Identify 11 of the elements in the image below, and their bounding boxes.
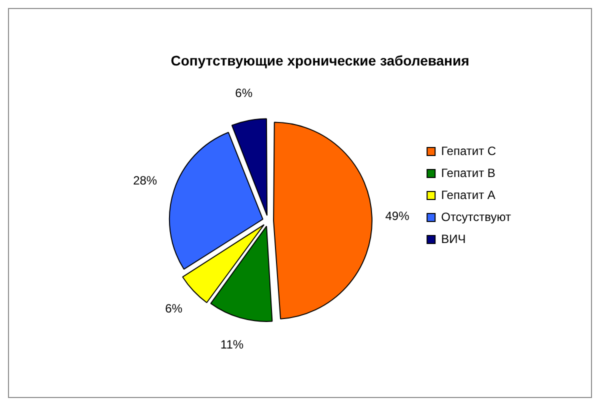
- data-label: 6%: [235, 86, 253, 100]
- data-label: 6%: [165, 302, 183, 316]
- legend-label: Отсутствуют: [441, 210, 512, 224]
- data-label: 28%: [133, 173, 158, 188]
- legend-label: Гепатит А: [441, 188, 496, 202]
- data-label: 49%: [385, 209, 410, 224]
- legend-label: ВИЧ: [441, 232, 466, 246]
- legend-label: Гепатит С: [441, 144, 496, 158]
- chart-title: Сопутствующие хронические заболевания: [170, 52, 470, 68]
- legend-label: Гепатит В: [441, 166, 496, 180]
- data-label: 11%: [220, 337, 244, 352]
